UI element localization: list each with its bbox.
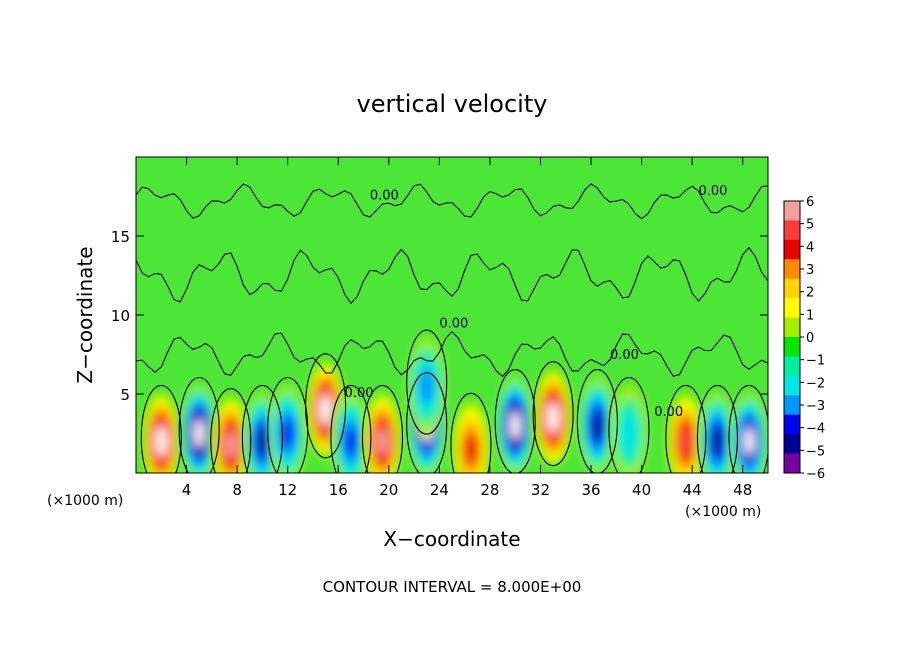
y-axis-title: Z−coordinate (73, 246, 97, 383)
zero-contour (136, 246, 768, 305)
velocity-cell (180, 384, 219, 473)
colorbar-swatch (784, 453, 800, 474)
velocity-cell (363, 392, 402, 473)
colorbar-swatch (784, 298, 800, 319)
colorbar-swatch (784, 259, 800, 280)
contour-interval-note: CONTOUR INTERVAL = 8.000E+00 (323, 578, 582, 596)
colorbar-swatch (784, 337, 800, 357)
velocity-cell (306, 360, 345, 459)
colorbar-label: −1 (806, 354, 825, 369)
velocity-cell (578, 376, 617, 473)
x-axis-title: X−coordinate (383, 527, 520, 551)
x-tick-label: 36 (581, 481, 600, 499)
zero-contour (576, 369, 618, 473)
colorbar-label: 3 (806, 263, 814, 278)
colorbar-label: −2 (806, 376, 825, 391)
zero-contour (305, 353, 347, 459)
zero-contour (210, 388, 252, 473)
x-tick-label: 24 (430, 481, 449, 499)
velocity-cell (496, 376, 535, 473)
contour-label: 0.00 (610, 348, 639, 363)
contour-label: 0.00 (370, 189, 399, 204)
y-axis: 5 10 15 (111, 228, 768, 404)
x-tick-label: 8 (232, 481, 242, 499)
colorbar-swatch (784, 239, 800, 260)
colorbar-label: −6 (806, 467, 825, 482)
contour-label: 0.00 (345, 386, 374, 401)
colorbar-swatch (784, 278, 800, 299)
velocity-cell (534, 368, 573, 467)
zero-contour (241, 384, 283, 473)
colorbar-swatch (784, 375, 800, 396)
zero-contour (450, 392, 492, 473)
x-tick-label: 44 (683, 481, 702, 499)
zero-contour (532, 361, 574, 467)
colorbar-label: 6 (806, 195, 814, 210)
x-tick-label: 20 (379, 481, 398, 499)
colorbar-label: 0 (806, 331, 814, 346)
colorbar-label: 4 (806, 240, 814, 255)
velocity-cell (451, 400, 490, 473)
y-tick-label: 5 (120, 386, 130, 404)
zero-contour (361, 384, 404, 473)
contour-label: 0.00 (654, 405, 683, 420)
zero-contour (665, 384, 707, 473)
colorbar-label: −3 (806, 399, 825, 414)
zero-contour (608, 376, 650, 473)
x-unit-label-right: (×1000 m) (685, 504, 761, 520)
x-tick-label: 16 (329, 481, 348, 499)
zero-contour (136, 331, 768, 378)
x-tick-label: 32 (531, 481, 550, 499)
y-tick-label: 10 (111, 307, 130, 325)
zero-contour (136, 183, 768, 220)
zero-contour (406, 329, 448, 435)
x-unit-label-left: (×1000 m) (47, 493, 123, 509)
x-tick-label: 48 (733, 481, 752, 499)
colorbar-label: −5 (806, 444, 825, 459)
x-tick-label: 4 (182, 481, 192, 499)
colorbar-label: −4 (806, 422, 825, 437)
zero-contour (178, 376, 220, 473)
zero-contour (494, 369, 536, 473)
colorbar-swatch (784, 220, 800, 241)
zero-contour (406, 372, 448, 473)
velocity-cell (698, 392, 737, 473)
velocity-field (142, 337, 768, 473)
plot-area: 0.00 0.00 0.00 0.00 0.00 0.00 (136, 157, 768, 473)
velocity-cell (142, 392, 181, 473)
colorbar-label: 1 (806, 308, 814, 323)
colorbar-swatch (784, 434, 800, 455)
x-axis: 4 8 12 16 20 24 28 32 36 40 44 48 (182, 157, 752, 499)
chart-title: vertical velocity (357, 90, 548, 118)
velocity-cell (609, 384, 648, 473)
x-tick-label: 40 (632, 481, 651, 499)
colorbar: 6 5 4 3 2 1 0 −1 −2 −3 −4 −5 −6 (783, 195, 825, 482)
zero-contour (728, 384, 768, 473)
contour-label: 0.00 (698, 184, 727, 199)
zero-contour (330, 384, 372, 473)
colorbar-swatch (784, 201, 800, 221)
colorbar-swatch (784, 414, 800, 435)
colorbar-swatch (784, 317, 800, 338)
contour-label: 0.00 (439, 317, 468, 332)
colorbar-swatch (784, 395, 800, 416)
velocity-cell (211, 395, 250, 473)
velocity-cell (407, 337, 446, 436)
velocity-cell (666, 392, 705, 473)
colorbar-swatch (784, 356, 800, 377)
x-tick-label: 12 (278, 481, 297, 499)
colorbar-label: 5 (806, 218, 814, 233)
zero-contour (140, 384, 182, 473)
velocity-cell (730, 392, 768, 473)
y-tick-label: 15 (111, 228, 130, 246)
colorbar-label: 2 (806, 286, 814, 301)
zero-contour (696, 384, 738, 473)
zero-contours: 0.00 0.00 0.00 0.00 0.00 0.00 (136, 183, 768, 473)
x-tick-label: 28 (480, 481, 499, 499)
